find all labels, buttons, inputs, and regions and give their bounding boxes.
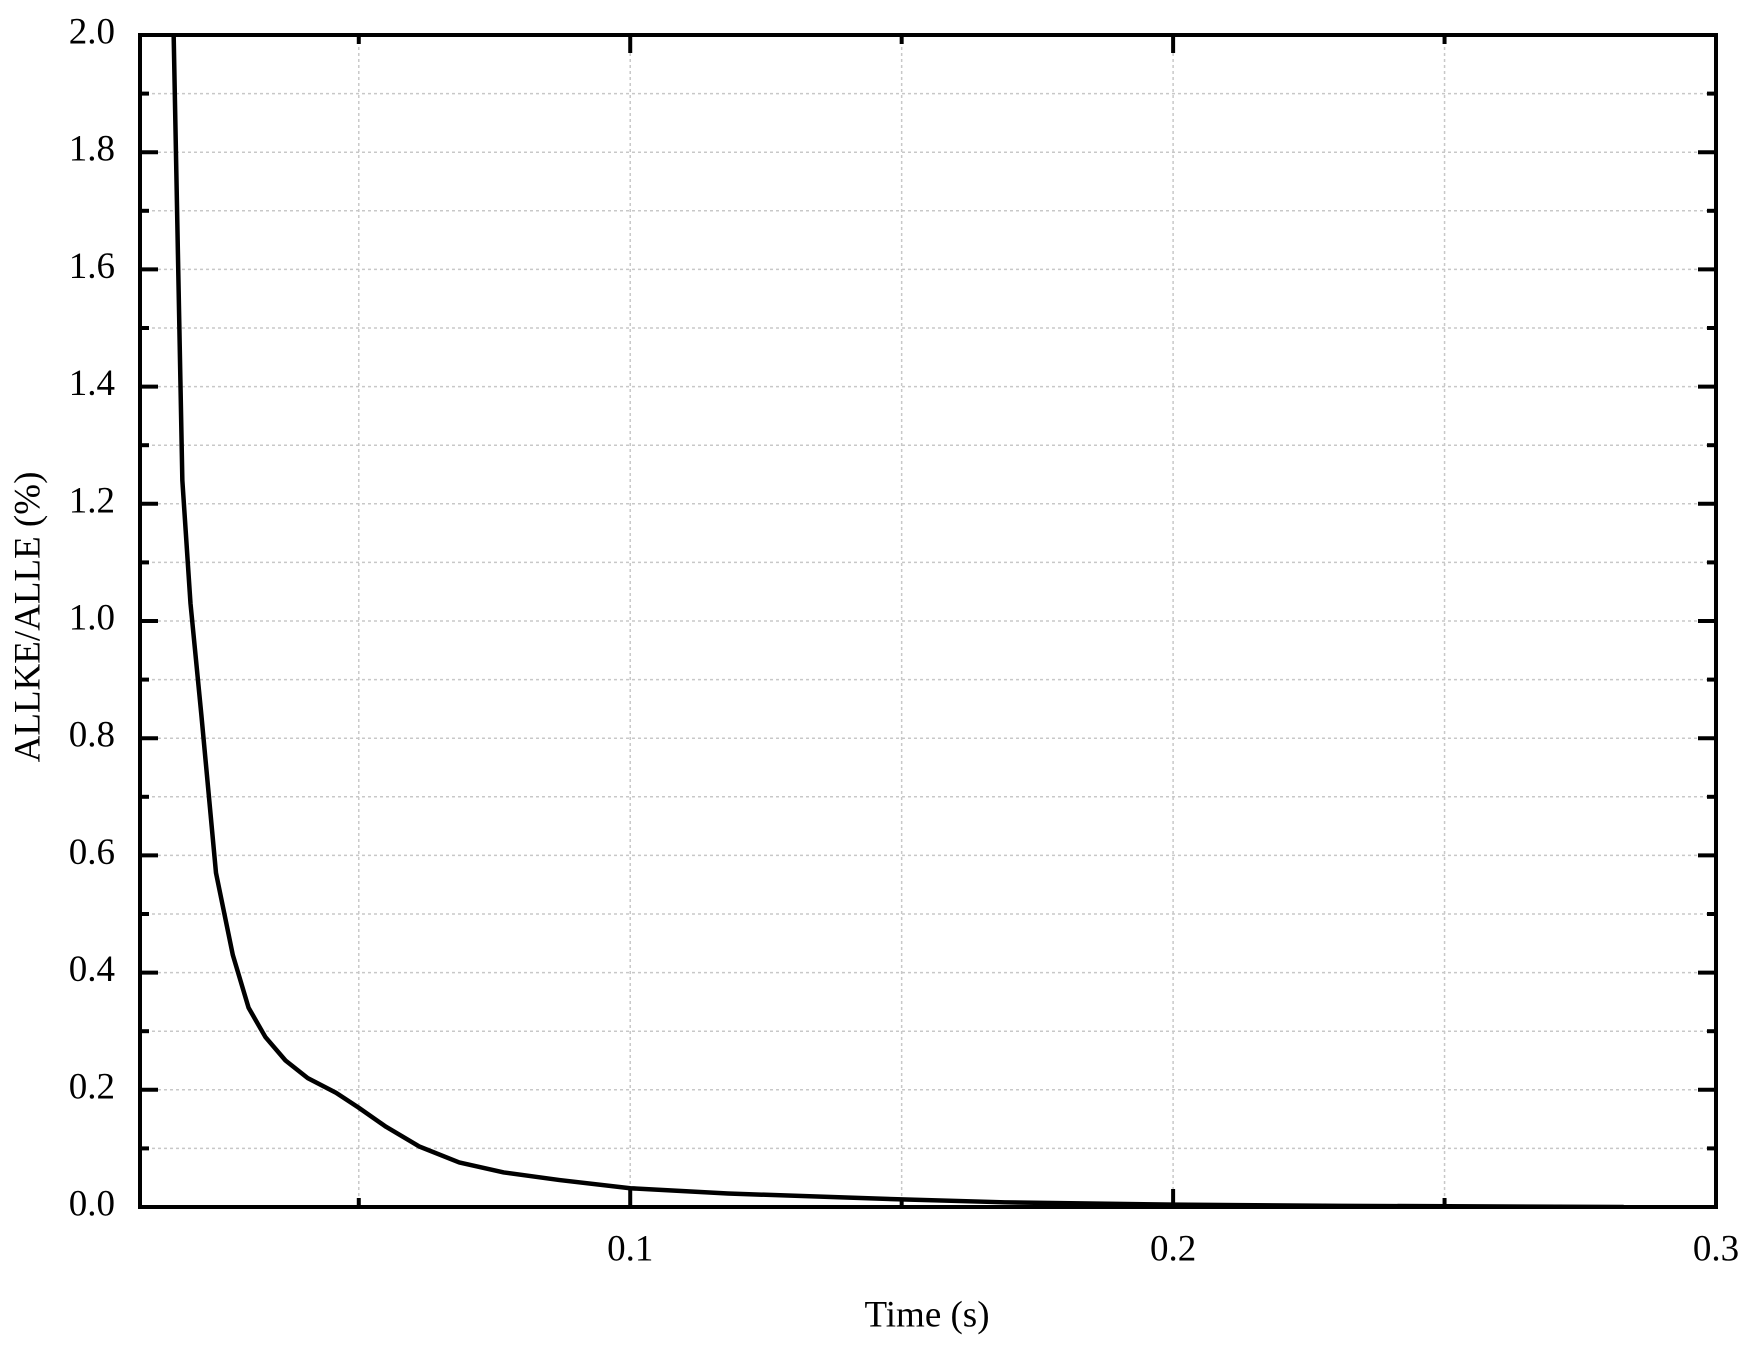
plot-frame — [138, 33, 1718, 1209]
y-tick-label: 1.8 — [69, 129, 115, 170]
y-tick-label: 0.8 — [69, 715, 115, 756]
y-tick-label: 1.2 — [69, 480, 115, 521]
y-tick-label: 0.6 — [69, 832, 115, 873]
y-tick-label: 1.6 — [69, 246, 115, 287]
y-tick-label: 0.2 — [69, 1066, 115, 1107]
y-tick-label: 1.4 — [69, 363, 115, 404]
y-tick-label: 0.0 — [69, 1183, 115, 1224]
data-line — [171, 35, 1624, 1207]
x-axis-title: Time (s) — [864, 1294, 989, 1335]
x-tick-label: 0.3 — [1693, 1228, 1739, 1269]
y-axis-title: ALLKE/ALLE (%) — [7, 472, 48, 763]
y-tick-label: 2.0 — [69, 11, 115, 52]
y-tick-label: 1.0 — [69, 597, 115, 638]
y-tick-label: 0.4 — [69, 949, 115, 990]
x-tick-label: 0.2 — [1150, 1228, 1196, 1269]
x-tick-label: 0.1 — [607, 1228, 653, 1269]
